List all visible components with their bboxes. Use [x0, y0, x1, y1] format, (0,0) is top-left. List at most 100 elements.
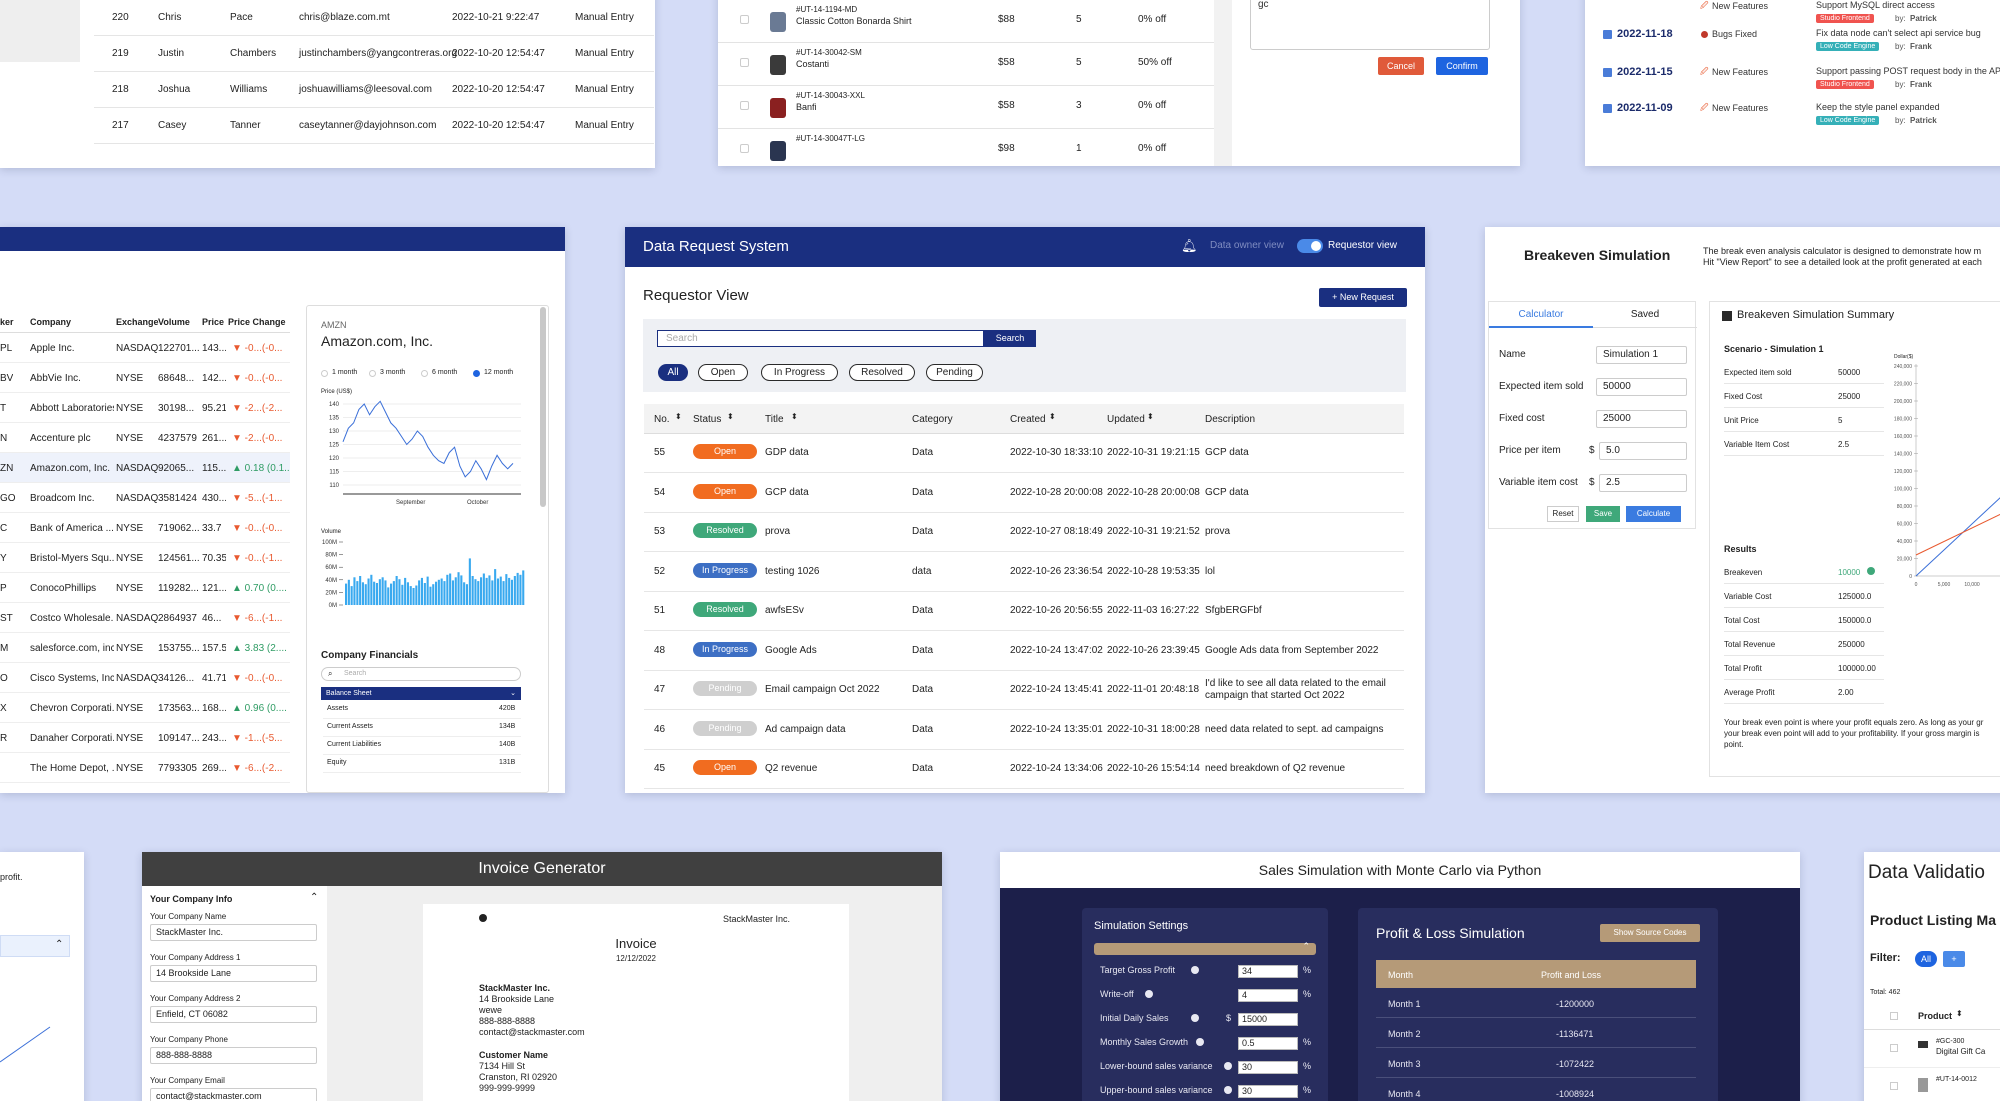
table-row[interactable]: #UT-14-30042-SM Costanti $58 5 50% off [718, 43, 1214, 86]
stock-row[interactable]: ZN Amazon.com, Inc. NASDAQ 92065... 115... ▲ … [0, 453, 290, 483]
search-button[interactable]: Search [984, 330, 1036, 347]
save-button[interactable]: Save [1586, 506, 1620, 522]
field-input[interactable]: 2.5 [1599, 474, 1687, 492]
collapsed-section[interactable]: ⌃ [0, 935, 70, 957]
stock-row[interactable]: R Danaher Corporati... NYSE 109147... 243...… [0, 723, 290, 753]
invoice-field-input[interactable]: 888-888-8888 [150, 1047, 317, 1064]
stock-row[interactable]: PL Apple Inc. NASDAQ 122701... 143... ▼ -0...… [0, 333, 290, 363]
col-no[interactable]: No. [654, 414, 670, 425]
filter-chip-open[interactable]: Open [698, 364, 748, 381]
col-status[interactable]: Status [693, 414, 722, 425]
filter-add-button[interactable]: + [1943, 951, 1965, 967]
setting-input[interactable]: 34 [1238, 965, 1298, 978]
invoice-field-input[interactable]: contact@stackmaster.com [150, 1088, 317, 1101]
search-input[interactable]: Search [657, 330, 984, 347]
invoice-field-input[interactable]: StackMaster Inc. [150, 924, 317, 941]
row-checkbox[interactable] [740, 144, 749, 153]
request-row[interactable]: 51 Resolved awfsESv Data 2022-10-26 20:56:55… [644, 592, 1404, 631]
info-icon[interactable] [1145, 990, 1154, 998]
col-company[interactable]: Company [30, 317, 72, 327]
sort-icon[interactable]: ⬍ [727, 412, 734, 421]
filter-chip-pending[interactable]: Pending [926, 364, 983, 381]
setting-input[interactable]: 15000 [1238, 1013, 1298, 1026]
setting-input[interactable]: 30 [1238, 1085, 1298, 1098]
note-textarea[interactable]: gc [1250, 0, 1490, 50]
stock-row[interactable]: The Home Depot, ... NYSE 7793305 269... ▼ -6… [0, 753, 290, 783]
stock-row[interactable]: Y Bristol-Myers Squ... NYSE 124561... 70.35 ▼… [0, 543, 290, 573]
col-exchange[interactable]: Exchange [116, 317, 159, 327]
stock-row[interactable]: BV AbbVie Inc. NYSE 68648... 142... ▼ -0...(-… [0, 363, 290, 393]
info-icon[interactable] [1223, 1086, 1232, 1094]
row-checkbox[interactable] [740, 58, 749, 67]
company-info-section[interactable]: Your Company Info [150, 894, 233, 904]
row-checkbox[interactable] [740, 15, 749, 24]
row-checkbox[interactable] [740, 101, 749, 110]
range-radio[interactable] [321, 370, 328, 377]
table-row[interactable]: 218 Joshua Williams joshuawilliams@leesoval… [94, 72, 654, 108]
dv-row-checkbox[interactable] [1890, 1044, 1898, 1052]
detail-scrollbar[interactable] [540, 307, 546, 507]
range-radio[interactable] [473, 370, 480, 377]
tab-calculator[interactable]: Calculator [1489, 302, 1593, 328]
filter-chip-all[interactable]: All [658, 364, 688, 381]
requestor-view-label[interactable]: Requestor view [1328, 240, 1397, 251]
show-source-button[interactable]: Show Source Codes [1600, 924, 1700, 942]
col-price-change[interactable]: Price Change [228, 317, 286, 327]
dv-row-checkbox[interactable] [1890, 1082, 1898, 1090]
dv-row[interactable]: #GC-300 Digital Gift Ca [1864, 1030, 2000, 1068]
products-scrollbar[interactable] [1214, 0, 1232, 166]
field-input[interactable]: 25000 [1596, 410, 1687, 428]
request-row[interactable]: 55 Open GDP data Data 2022-10-30 18:33:10 202… [644, 434, 1404, 473]
stock-row[interactable]: C Bank of America ... NYSE 719062... 33.7 ▼ -… [0, 513, 290, 543]
table-row[interactable]: #UT-14-30043-XXL Banfi $58 3 0% off [718, 86, 1214, 129]
sort-icon[interactable]: ⬍ [1147, 412, 1154, 421]
info-icon[interactable] [1196, 1038, 1204, 1046]
field-input[interactable]: 50000 [1596, 378, 1687, 396]
owner-view-label[interactable]: Data owner view [1210, 240, 1284, 251]
field-input[interactable]: Simulation 1 [1596, 346, 1687, 364]
range-radio[interactable] [421, 370, 428, 377]
request-row[interactable]: 45 Open Q2 revenue Data 2022-10-24 13:34:06 2… [644, 750, 1404, 789]
sort-icon[interactable]: ⬍ [1049, 412, 1056, 421]
settings-collapse-bar[interactable]: ⌃ [1094, 941, 1316, 955]
request-row[interactable]: 54 Open GCP data Data 2022-10-28 20:00:08 202… [644, 474, 1404, 513]
bell-icon[interactable]: 🔔︎ [1181, 238, 1198, 253]
balance-sheet-select[interactable]: Balance Sheet ⌄ [321, 687, 521, 700]
table-row[interactable]: 217 Casey Tanner caseytanner@dayjohnson.com… [94, 108, 654, 144]
setting-input[interactable]: 4 [1238, 989, 1298, 1002]
dv-row-checkbox[interactable] [1890, 1012, 1898, 1020]
filter-chip-in-progress[interactable]: In Progress [761, 364, 838, 381]
info-icon[interactable] [1191, 966, 1200, 974]
col-description[interactable]: Description [1205, 414, 1256, 425]
col-price[interactable]: Price [202, 317, 225, 327]
filter-chip-resolved[interactable]: Resolved [849, 364, 915, 381]
stock-row[interactable]: X Chevron Corporati... NYSE 173563... 168...… [0, 693, 290, 723]
tab-saved[interactable]: Saved [1593, 302, 1697, 328]
filter-all-chip[interactable]: All [1915, 951, 1937, 967]
sort-icon[interactable]: ⬍ [1956, 1009, 1963, 1018]
sort-icon[interactable]: ⬍ [675, 412, 682, 421]
stock-row[interactable]: P ConocoPhillips NYSE 119282... 121... ▲ 0.70… [0, 573, 290, 603]
range-label[interactable]: 6 month [432, 369, 458, 376]
table-row[interactable]: 220 Chris Pace chris@blaze.com.mt 2022-10-21… [94, 0, 654, 36]
request-row[interactable]: 52 In Progress testing 1026 data 2022-10-26 … [644, 553, 1404, 592]
invoice-field-input[interactable]: 14 Brookside Lane [150, 965, 317, 982]
col-ticker[interactable]: ker [0, 317, 14, 327]
setting-input[interactable]: 0.5 [1238, 1037, 1298, 1050]
request-row[interactable]: 53 Resolved prova Data 2022-10-27 08:18:49 20… [644, 513, 1404, 552]
info-icon[interactable] [1223, 1062, 1232, 1070]
dv-row[interactable]: #UT-14-0012 [1864, 1068, 2000, 1101]
table-row[interactable]: #UT-14-1194-MD Classic Cotton Bonarda Shi… [718, 0, 1214, 43]
stock-row[interactable]: N Accenture plc NYSE 4237579 261... ▼ -2...(-… [0, 423, 290, 453]
range-label[interactable]: 1 month [332, 369, 358, 376]
range-label[interactable]: 3 month [380, 369, 406, 376]
table-row[interactable]: 219 Justin Chambers justinchambers@yangcont… [94, 36, 654, 72]
col-updated[interactable]: Updated [1107, 414, 1145, 425]
field-input[interactable]: 5.0 [1599, 442, 1687, 460]
cancel-button[interactable]: Cancel [1378, 57, 1424, 75]
col-created[interactable]: Created [1010, 414, 1046, 425]
reset-button[interactable]: Reset [1547, 506, 1579, 522]
range-label[interactable]: 12 month [484, 369, 514, 376]
col-category[interactable]: Category [912, 414, 953, 425]
